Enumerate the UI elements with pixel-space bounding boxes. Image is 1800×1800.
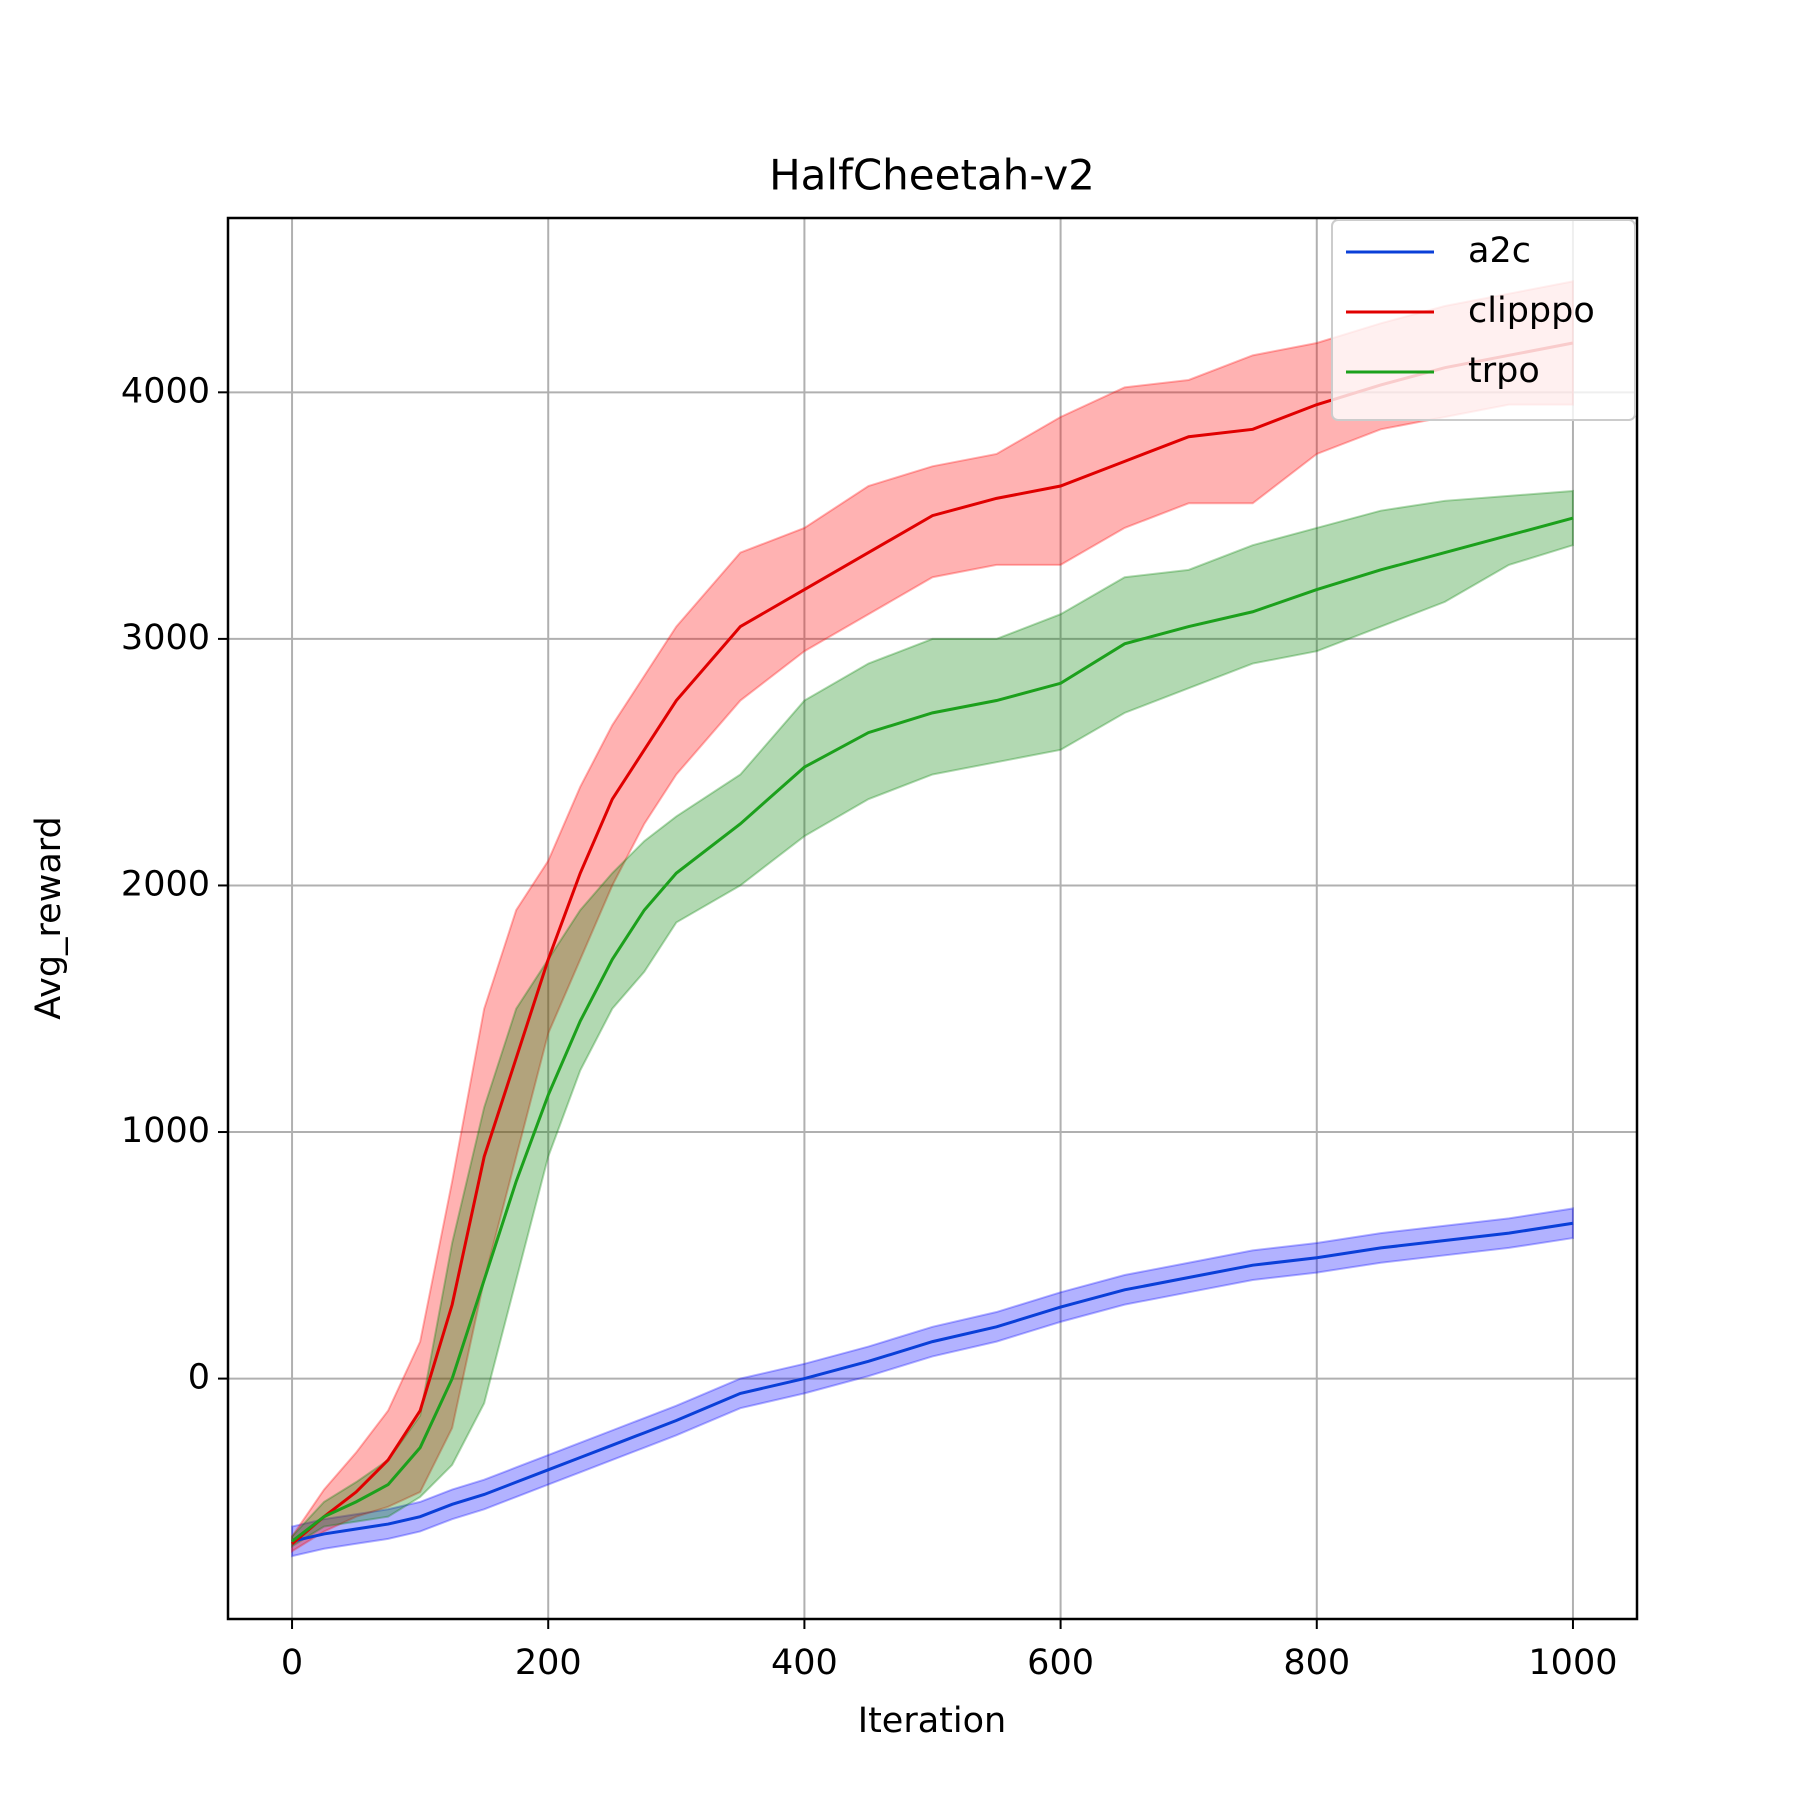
- x-tick-label: 400: [771, 1643, 838, 1683]
- y-tick-label: 2000: [121, 864, 210, 904]
- y-axis-label: Avg_reward: [29, 816, 69, 1020]
- line: [291, 516, 1574, 1543]
- x-tick-label: 0: [281, 1643, 303, 1683]
- legend-box: [1331, 219, 1636, 421]
- axes-frame: [226, 216, 1639, 1621]
- x-tick-label: 800: [1283, 1643, 1350, 1683]
- legend-label: trpo: [1468, 351, 1540, 391]
- x-tick-label: 200: [515, 1643, 582, 1683]
- y-tick-label: 0: [188, 1358, 210, 1398]
- error-band: [291, 489, 1574, 1549]
- y-tick-label: 3000: [121, 618, 210, 658]
- line: [291, 1221, 1574, 1543]
- x-axis-label: Iteration: [858, 1701, 1006, 1741]
- x-tick-label: 1000: [1528, 1643, 1617, 1683]
- x-tick-label: 600: [1027, 1643, 1094, 1683]
- legend-label: clipppo: [1468, 291, 1595, 331]
- y-tick-label: 1000: [121, 1111, 210, 1151]
- chart-title: HalfCheetah-v2: [769, 151, 1095, 200]
- y-tick-label: 4000: [121, 371, 210, 411]
- line: [291, 341, 1574, 1545]
- legend-label: a2c: [1468, 231, 1531, 271]
- error-band: [291, 1207, 1574, 1558]
